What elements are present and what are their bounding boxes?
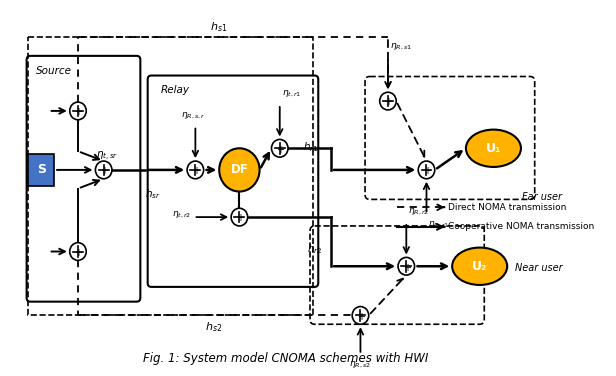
- Text: +: +: [276, 145, 284, 155]
- Text: Relay: Relay: [161, 85, 190, 95]
- Text: +: +: [75, 107, 83, 117]
- Text: +: +: [236, 214, 244, 223]
- Circle shape: [219, 148, 259, 191]
- Text: +: +: [192, 166, 200, 176]
- Text: Far user: Far user: [522, 193, 562, 202]
- Text: Cooperative NOMA transmission: Cooperative NOMA transmission: [448, 223, 594, 232]
- Text: $h_{s1}$: $h_{s1}$: [209, 20, 227, 34]
- Circle shape: [352, 306, 369, 324]
- Circle shape: [187, 161, 204, 179]
- Circle shape: [70, 102, 86, 120]
- Text: U₁: U₁: [485, 142, 501, 155]
- Text: $\eta_{t,sr}$: $\eta_{t,sr}$: [96, 150, 119, 163]
- Circle shape: [95, 161, 112, 179]
- Text: $\eta_{R,r2}$: $\eta_{R,r2}$: [408, 206, 429, 217]
- Text: $h_{sr}$: $h_{sr}$: [145, 188, 161, 202]
- Circle shape: [398, 258, 415, 275]
- Circle shape: [379, 92, 396, 110]
- Text: Near user: Near user: [514, 263, 562, 273]
- Text: $h_{s2}$: $h_{s2}$: [205, 320, 222, 334]
- Text: $\eta_{R,s2}$: $\eta_{R,s2}$: [349, 360, 371, 370]
- Text: U₂: U₂: [472, 260, 487, 273]
- Text: +: +: [423, 166, 431, 176]
- Ellipse shape: [452, 247, 507, 285]
- Text: DF: DF: [230, 164, 248, 176]
- Text: +: +: [75, 248, 83, 258]
- Text: $h_{r2}$: $h_{r2}$: [307, 243, 322, 256]
- Circle shape: [231, 208, 248, 226]
- Ellipse shape: [466, 130, 521, 167]
- Circle shape: [70, 243, 86, 260]
- Text: $\eta_{R,s,r}$: $\eta_{R,s,r}$: [181, 110, 206, 121]
- Text: Fig. 1: System model CNOMA schemes with HWI: Fig. 1: System model CNOMA schemes with …: [142, 352, 428, 365]
- Text: +: +: [357, 312, 365, 322]
- Text: Direct NOMA transmission: Direct NOMA transmission: [448, 203, 567, 212]
- Text: +: +: [100, 166, 108, 176]
- Circle shape: [418, 161, 435, 179]
- Text: $\eta_{R,s1}$: $\eta_{R,s1}$: [390, 41, 412, 52]
- Circle shape: [272, 139, 288, 157]
- Text: Source: Source: [36, 65, 72, 76]
- Text: $\eta_{t,r2}$: $\eta_{t,r2}$: [172, 209, 192, 220]
- Text: +: +: [403, 262, 411, 273]
- Text: $\eta_{R,r1}$: $\eta_{R,r1}$: [428, 219, 450, 230]
- Text: S: S: [37, 164, 46, 176]
- FancyBboxPatch shape: [28, 154, 54, 186]
- Text: $\eta_{t,r1}$: $\eta_{t,r1}$: [282, 88, 301, 99]
- Text: +: +: [384, 97, 392, 108]
- Text: $h_{r1}$: $h_{r1}$: [302, 140, 318, 154]
